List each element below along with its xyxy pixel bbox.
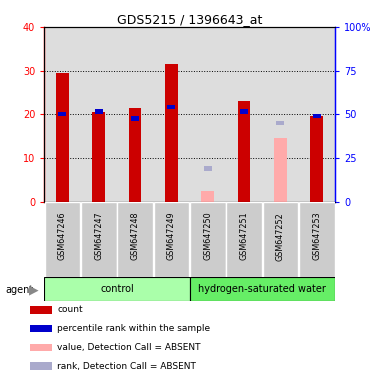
Text: GSM647251: GSM647251	[239, 212, 249, 260]
Bar	[299, 27, 335, 202]
Bar	[131, 116, 139, 121]
Bar	[190, 27, 226, 202]
Title: GDS5215 / 1396643_at: GDS5215 / 1396643_at	[117, 13, 262, 26]
Bar	[165, 64, 178, 202]
Bar	[299, 27, 335, 202]
Text: count: count	[57, 305, 83, 314]
Bar	[274, 138, 287, 202]
FancyBboxPatch shape	[117, 202, 153, 278]
Bar	[30, 306, 52, 314]
Text: hydrogen-saturated water: hydrogen-saturated water	[198, 284, 326, 295]
Text: ▶: ▶	[28, 283, 38, 296]
Bar	[129, 108, 141, 202]
Bar	[310, 116, 323, 202]
FancyBboxPatch shape	[154, 202, 189, 278]
Bar	[167, 105, 176, 109]
Bar	[262, 27, 299, 202]
FancyBboxPatch shape	[263, 202, 298, 278]
Bar	[117, 27, 153, 202]
Bar	[80, 27, 117, 202]
Bar	[30, 362, 52, 370]
Bar	[240, 109, 248, 114]
FancyBboxPatch shape	[44, 277, 190, 301]
Bar	[226, 27, 262, 202]
Bar	[153, 27, 189, 202]
Text: GSM647246: GSM647246	[58, 212, 67, 260]
Bar	[59, 112, 67, 116]
Bar	[95, 109, 103, 114]
Bar	[226, 27, 262, 202]
Text: agent: agent	[6, 285, 34, 295]
Bar	[44, 27, 80, 202]
Bar	[44, 27, 80, 202]
FancyBboxPatch shape	[226, 202, 262, 278]
Text: control: control	[100, 284, 134, 295]
Bar	[238, 101, 251, 202]
Text: percentile rank within the sample: percentile rank within the sample	[57, 324, 210, 333]
Bar	[190, 27, 226, 202]
Bar	[80, 27, 117, 202]
Bar	[92, 112, 105, 202]
Text: GSM647247: GSM647247	[94, 212, 103, 260]
Bar	[153, 27, 189, 202]
Bar	[313, 114, 321, 118]
Text: value, Detection Call = ABSENT: value, Detection Call = ABSENT	[57, 343, 201, 352]
Text: GSM647250: GSM647250	[203, 212, 212, 260]
Bar	[30, 344, 52, 351]
Bar	[30, 324, 52, 333]
FancyBboxPatch shape	[190, 277, 335, 301]
Bar	[201, 191, 214, 202]
FancyBboxPatch shape	[81, 202, 117, 278]
Bar	[56, 73, 69, 202]
FancyBboxPatch shape	[190, 202, 226, 278]
FancyBboxPatch shape	[45, 202, 80, 278]
Bar	[204, 166, 212, 170]
Text: GSM647252: GSM647252	[276, 212, 285, 260]
Text: GSM647253: GSM647253	[312, 212, 321, 260]
FancyBboxPatch shape	[299, 202, 335, 278]
Bar	[262, 27, 299, 202]
Text: GSM647248: GSM647248	[131, 212, 140, 260]
Text: rank, Detection Call = ABSENT: rank, Detection Call = ABSENT	[57, 362, 196, 371]
Text: GSM647249: GSM647249	[167, 212, 176, 260]
Bar	[117, 27, 153, 202]
Bar	[276, 121, 285, 125]
